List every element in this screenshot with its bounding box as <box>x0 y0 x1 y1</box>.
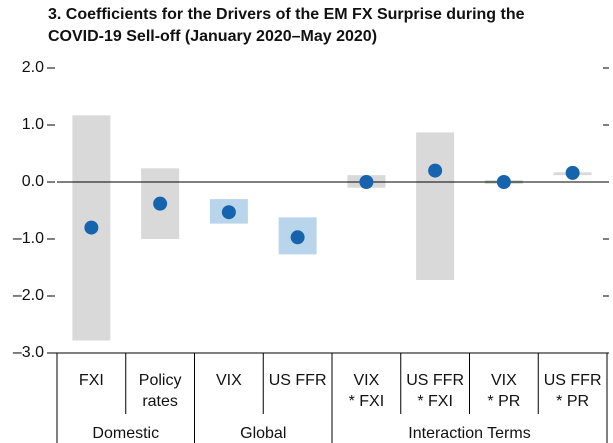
estimate-point <box>84 220 99 235</box>
y-tick-label: 1.0 <box>22 116 44 133</box>
estimate-point <box>153 196 168 211</box>
x-tick-label: Policy <box>139 372 182 389</box>
chart-title: COVID-19 Sell-off (January 2020–May 2020… <box>48 28 377 45</box>
x-tick-label: US FFR <box>269 372 327 389</box>
x-tick-label: US FFR <box>406 372 464 389</box>
y-tick-label: –1.0 <box>13 230 44 247</box>
x-tick-label: * FXI <box>349 393 385 410</box>
estimate-point <box>428 163 443 178</box>
group-label: Interaction Terms <box>408 425 530 442</box>
x-tick-label: VIX <box>216 372 242 389</box>
estimate-point <box>290 230 305 245</box>
x-tick-label: * PR <box>556 393 589 410</box>
x-tick-label: * PR <box>487 393 520 410</box>
y-tick-label: 0.0 <box>22 173 44 190</box>
group-label: Domestic <box>92 425 159 442</box>
chart-title: 3. Coefficients for the Drivers of the E… <box>48 6 525 23</box>
estimate-point <box>565 165 580 180</box>
estimate-point <box>496 175 511 189</box>
estimate-point <box>221 205 236 220</box>
x-tick-label: FXI <box>79 372 104 389</box>
y-tick-label: –3.0 <box>13 344 44 361</box>
x-tick-label: * FXI <box>417 393 453 410</box>
y-tick-label: –2.0 <box>13 287 44 304</box>
estimate-point <box>359 175 374 189</box>
x-tick-label: VIX <box>491 372 517 389</box>
y-tick-label: 2.0 <box>22 59 44 76</box>
x-tick-label: US FFR <box>544 372 602 389</box>
group-label: Global <box>240 425 286 442</box>
x-tick-label: rates <box>142 393 178 410</box>
x-tick-label: VIX <box>353 372 379 389</box>
interval-bar <box>416 132 455 281</box>
